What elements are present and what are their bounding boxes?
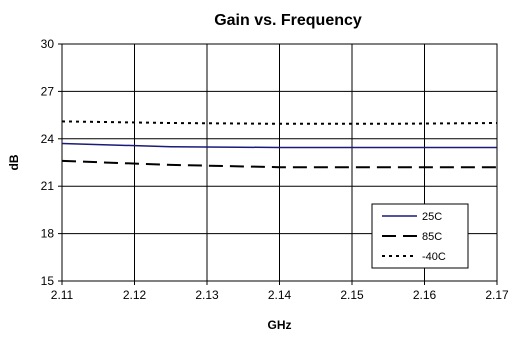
chart-title: Gain vs. Frequency: [214, 12, 362, 29]
y-tick-label: 18: [41, 227, 55, 241]
series-line-25C: [61, 142, 497, 149]
legend-label: 25C: [422, 211, 442, 223]
legend-label: 85C: [422, 231, 442, 243]
series-line--40C: [61, 120, 498, 125]
x-axis-ticks: 2.11 2.12 2.13 2.14 2.15 2.16 2.17: [51, 281, 509, 302]
y-tick-label: 21: [41, 179, 55, 193]
x-tick-label: 2.15: [340, 288, 364, 302]
legend-label: -40C: [422, 251, 446, 263]
x-tick-label: 2.11: [51, 288, 74, 302]
y-tick-label: 24: [41, 132, 55, 146]
x-tick-label: 2.14: [268, 288, 292, 302]
x-tick-label: 2.13: [195, 288, 219, 302]
x-tick-label: 2.17: [485, 288, 509, 302]
y-tick-label: 15: [41, 274, 55, 288]
legend: 25C 85C -40C: [371, 203, 469, 269]
y-axis-ticks: 30 27 24 21 18 15: [41, 37, 62, 288]
x-axis-label: GHz: [268, 318, 292, 332]
series-line-85C: [61, 159, 497, 169]
x-tick-label: 2.16: [413, 288, 437, 302]
y-tick-label: 30: [41, 37, 55, 51]
y-tick-label: 27: [41, 84, 55, 98]
series-lines: [61, 120, 498, 169]
grid-lines: [62, 44, 497, 281]
y-axis-label: dB: [7, 154, 21, 170]
x-tick-label: 2.12: [123, 288, 147, 302]
